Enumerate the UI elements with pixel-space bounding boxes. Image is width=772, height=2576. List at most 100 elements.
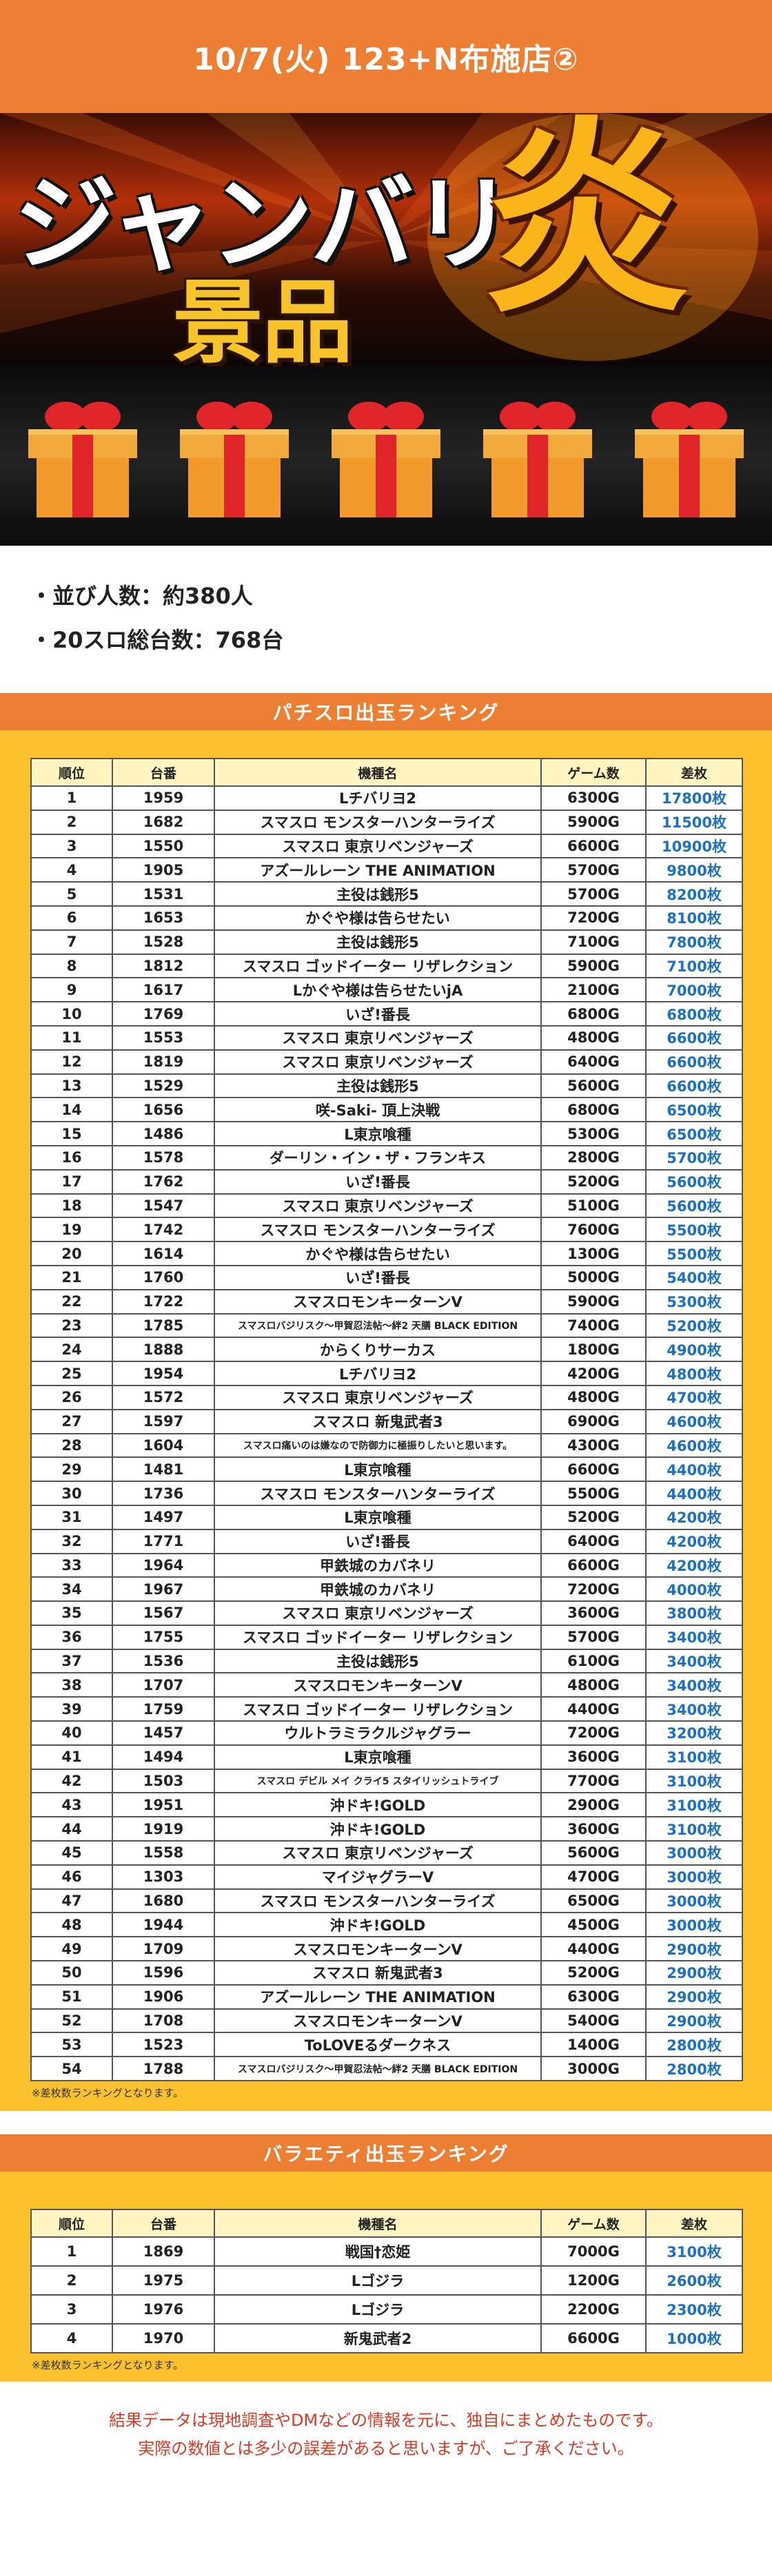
column-header: 機種名 xyxy=(214,2209,542,2238)
table-row: 14 1656 咲-Saki- 頂上決戦 6800G 6500枚 xyxy=(30,1097,743,1123)
machine-name-cell: 甲鉄城のカバネリ xyxy=(214,1552,542,1578)
game-count-cell: 6600G xyxy=(540,833,647,859)
rank-cell: 18 xyxy=(30,1193,113,1219)
game-count-cell: 3600G xyxy=(540,1744,647,1770)
rank-cell: 14 xyxy=(30,1097,113,1123)
table-row: 9 1617 Lかぐや様は告らせたいjA 2100G 7000枚 xyxy=(30,977,743,1003)
column-header: 機種名 xyxy=(214,758,542,787)
pachislot-ranking-table: 順位 台番 機種名 ゲーム数 差枚 1 1959 Lチバリヨ2 6300G 17800枚… xyxy=(30,758,743,2082)
difference-cell: 8100枚 xyxy=(645,905,743,931)
table-row: 36 1755 スマスロ ゴッドイーター リザレクション 5700G 3400枚 xyxy=(30,1624,743,1650)
machine-number-cell: 1604 xyxy=(112,1432,215,1459)
game-count-cell: 1400G xyxy=(540,2032,647,2058)
machine-number-cell: 1785 xyxy=(112,1312,215,1339)
difference-cell: 3400枚 xyxy=(645,1672,743,1698)
machine-number-cell: 1769 xyxy=(112,1001,215,1027)
machine-name-cell: スマスロ デビル メイ クライ5 スタイリッシュトライブ xyxy=(214,1768,542,1794)
machine-number-cell: 1531 xyxy=(112,881,215,907)
difference-cell: 5500枚 xyxy=(645,1241,743,1266)
table-row: 26 1572 スマスロ 東京リベンジャーズ 4800G 4700枚 xyxy=(30,1384,743,1410)
machine-name-cell: アズールレーン THE ANIMATION xyxy=(214,857,542,883)
rank-cell: 42 xyxy=(30,1768,113,1794)
game-count-cell: 5400G xyxy=(540,2008,647,2034)
rank-cell: 1 xyxy=(30,2236,113,2267)
machine-name-cell: スマスロ 東京リベンジャーズ xyxy=(214,1840,542,1866)
game-count-cell: 6800G xyxy=(540,1001,647,1027)
difference-cell: 11500枚 xyxy=(645,809,743,835)
table-row: 32 1771 いざ!番長 6400G 4200枚 xyxy=(30,1528,743,1554)
section-title: バラエティ出玉ランキング xyxy=(263,2143,509,2166)
machine-number-cell: 1970 xyxy=(112,2323,215,2354)
game-count-cell: 5600G xyxy=(540,1840,647,1866)
machine-name-cell: L東京喰種 xyxy=(214,1456,542,1483)
difference-cell: 3200枚 xyxy=(645,1720,743,1746)
machine-number-cell: 1457 xyxy=(112,1720,215,1746)
machine-number-cell: 1528 xyxy=(112,929,215,955)
rank-cell: 29 xyxy=(30,1456,113,1483)
machine-number-cell: 1709 xyxy=(112,1936,215,1962)
machine-number-cell: 1819 xyxy=(112,1049,215,1075)
table-row: 1 1869 戦国†恋姫 7000G 3100枚 xyxy=(30,2236,743,2267)
variety-ranking: 順位 台番 機種名 ゲーム数 差枚 1 1869 戦国†恋姫 7000G 3100枚 2 1… xyxy=(0,2172,772,2382)
machine-name-cell: いざ!番長 xyxy=(214,1001,542,1027)
game-count-cell: 6300G xyxy=(540,1983,647,2010)
table-row: 27 1597 スマスロ 新鬼武者3 6900G 4600枚 xyxy=(30,1408,743,1434)
machine-number-cell: 1951 xyxy=(112,1792,215,1818)
difference-cell: 3000枚 xyxy=(645,1888,743,1914)
machine-name-cell: スマスロモンキーターンV xyxy=(214,1288,542,1315)
table-row: 39 1759 スマスロ ゴッドイーター リザレクション 4400G 3400枚 xyxy=(30,1696,743,1722)
machine-name-cell: スマスロ ゴッドイーター リザレクション xyxy=(214,1696,542,1722)
variety-ranking-heading: バラエティ出玉ランキング xyxy=(0,2134,772,2172)
table-row: 37 1536 主役は銭形5 6100G 3400枚 xyxy=(30,1648,743,1674)
difference-cell: 7100枚 xyxy=(645,953,743,979)
rank-cell: 7 xyxy=(30,929,113,955)
machine-number-cell: 1536 xyxy=(112,1648,215,1674)
table-row: 31 1497 L東京喰種 5200G 4200枚 xyxy=(30,1504,743,1530)
difference-cell: 4200枚 xyxy=(645,1528,743,1554)
difference-cell: 5200枚 xyxy=(645,1312,743,1339)
table-row: 41 1494 L東京喰種 3600G 3100枚 xyxy=(30,1744,743,1770)
section-gap xyxy=(0,2111,772,2134)
game-count-cell: 4300G xyxy=(540,1432,647,1459)
rank-cell: 26 xyxy=(30,1384,113,1410)
disclaimer-line: 実際の数値とは多少の誤差があると思いますが、ご了承ください。 xyxy=(138,2438,634,2458)
difference-cell: 2600枚 xyxy=(645,2265,743,2296)
machine-name-cell: スマスロ モンスターハンターライズ xyxy=(214,1888,542,1914)
table-row: 47 1680 スマスロ モンスターハンターライズ 6500G 3000枚 xyxy=(30,1888,743,1914)
difference-cell: 4200枚 xyxy=(645,1552,743,1578)
table-row: 49 1709 スマスロモンキーターンV 4400G 2900枚 xyxy=(30,1936,743,1962)
rank-cell: 12 xyxy=(30,1049,113,1075)
table-row: 4 1970 新鬼武者2 6600G 1000枚 xyxy=(30,2323,743,2354)
machine-number-cell: 1503 xyxy=(112,1768,215,1794)
game-count-cell: 7200G xyxy=(540,905,647,931)
gift-box-icon xyxy=(332,402,440,517)
machine-name-cell: 戦国†恋姫 xyxy=(214,2236,542,2267)
hero-rays-graphic xyxy=(0,113,772,361)
machine-name-cell: スマスロ痛いのは嫌なので防御力に極振りしたいと思います。 xyxy=(214,1432,542,1459)
game-count-cell: 7000G xyxy=(540,2236,647,2267)
game-count-cell: 1800G xyxy=(540,1337,647,1363)
difference-cell: 3400枚 xyxy=(645,1624,743,1650)
difference-cell: 4400枚 xyxy=(645,1456,743,1483)
machine-number-cell: 1906 xyxy=(112,1983,215,2010)
rank-cell: 50 xyxy=(30,1960,113,1986)
game-count-cell: 2800G xyxy=(540,1144,647,1171)
table-row: 20 1614 かぐや様は告らせたい 1300G 5500枚 xyxy=(30,1241,743,1266)
rank-cell: 41 xyxy=(30,1744,113,1770)
table-row: 45 1558 スマスロ 東京リベンジャーズ 5600G 3000枚 xyxy=(30,1840,743,1866)
table-row: 38 1707 スマスロモンキーターンV 4800G 3400枚 xyxy=(30,1672,743,1698)
machine-name-cell: スマスロ モンスターハンターライズ xyxy=(214,1481,542,1506)
game-count-cell: 5900G xyxy=(540,953,647,979)
machine-number-cell: 1597 xyxy=(112,1408,215,1434)
game-count-cell: 7200G xyxy=(540,1576,647,1603)
game-count-cell: 2900G xyxy=(540,1792,647,1818)
game-count-cell: 4400G xyxy=(540,1696,647,1722)
rank-cell: 44 xyxy=(30,1816,113,1842)
machine-number-cell: 1708 xyxy=(112,2008,215,2034)
gift-box-icon xyxy=(483,402,592,517)
machine-number-cell: 1550 xyxy=(112,833,215,859)
machine-number-cell: 1494 xyxy=(112,1744,215,1770)
game-count-cell: 5700G xyxy=(540,1624,647,1650)
difference-cell: 6500枚 xyxy=(645,1097,743,1123)
difference-cell: 4600枚 xyxy=(645,1408,743,1434)
